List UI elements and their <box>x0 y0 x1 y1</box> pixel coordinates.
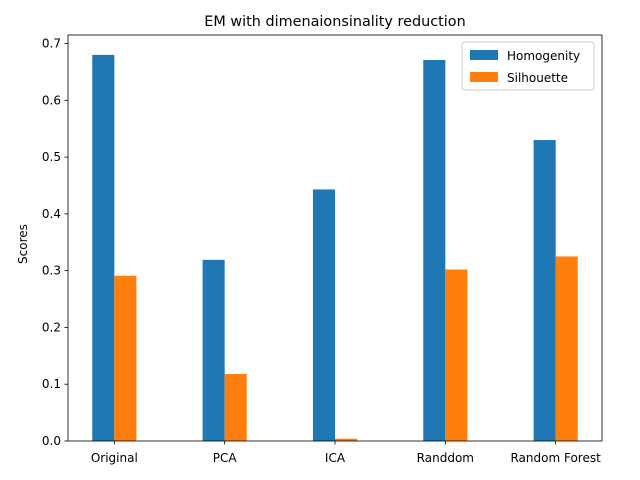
legend-swatch-silhouette <box>470 72 498 82</box>
bar-homogenity-random-forest <box>533 140 556 441</box>
x-tick-label: Random Forest <box>510 451 601 465</box>
x-tick-label: ICA <box>325 451 346 465</box>
bar-homogenity-randdom <box>423 59 446 441</box>
bar-silhouette-ica <box>335 438 358 441</box>
y-tick-label: 0.6 <box>42 93 61 107</box>
y-tick-label: 0.1 <box>42 377 61 391</box>
legend-label-silhouette: Silhouette <box>507 71 568 85</box>
y-tick-label: 0.5 <box>42 150 61 164</box>
x-tick-label: PCA <box>213 451 238 465</box>
y-tick-label: 0.3 <box>42 264 61 278</box>
y-tick-label: 0.2 <box>42 320 61 334</box>
bar-silhouette-randdom <box>445 269 468 441</box>
y-tick-label: 0.4 <box>42 207 61 221</box>
chart-title: EM with dimenaionsinality reduction <box>204 14 465 30</box>
legend-swatch-homogenity <box>470 50 498 60</box>
bar-silhouette-random-forest <box>555 256 578 441</box>
plot-area: 0.0 0.1 0.2 0.3 0.4 0.5 0.6 0.7 Original PCA ICA Ra… <box>42 34 603 465</box>
bar-silhouette-pca <box>224 373 247 441</box>
x-tick-label: Randdom <box>417 451 474 465</box>
x-tick-label: Original <box>91 451 138 465</box>
y-axis-label: Scores <box>16 224 30 264</box>
bar-silhouette-original <box>114 275 137 441</box>
legend-label-homogenity: Homogenity <box>507 49 580 63</box>
legend: Homogenity Silhouette <box>461 41 595 91</box>
bar-homogenity-pca <box>202 259 225 441</box>
bar-homogenity-original <box>92 54 115 442</box>
y-tick-label: 0.0 <box>42 434 61 448</box>
y-tick-label: 0.7 <box>42 37 61 51</box>
bar-homogenity-ica <box>312 189 335 441</box>
